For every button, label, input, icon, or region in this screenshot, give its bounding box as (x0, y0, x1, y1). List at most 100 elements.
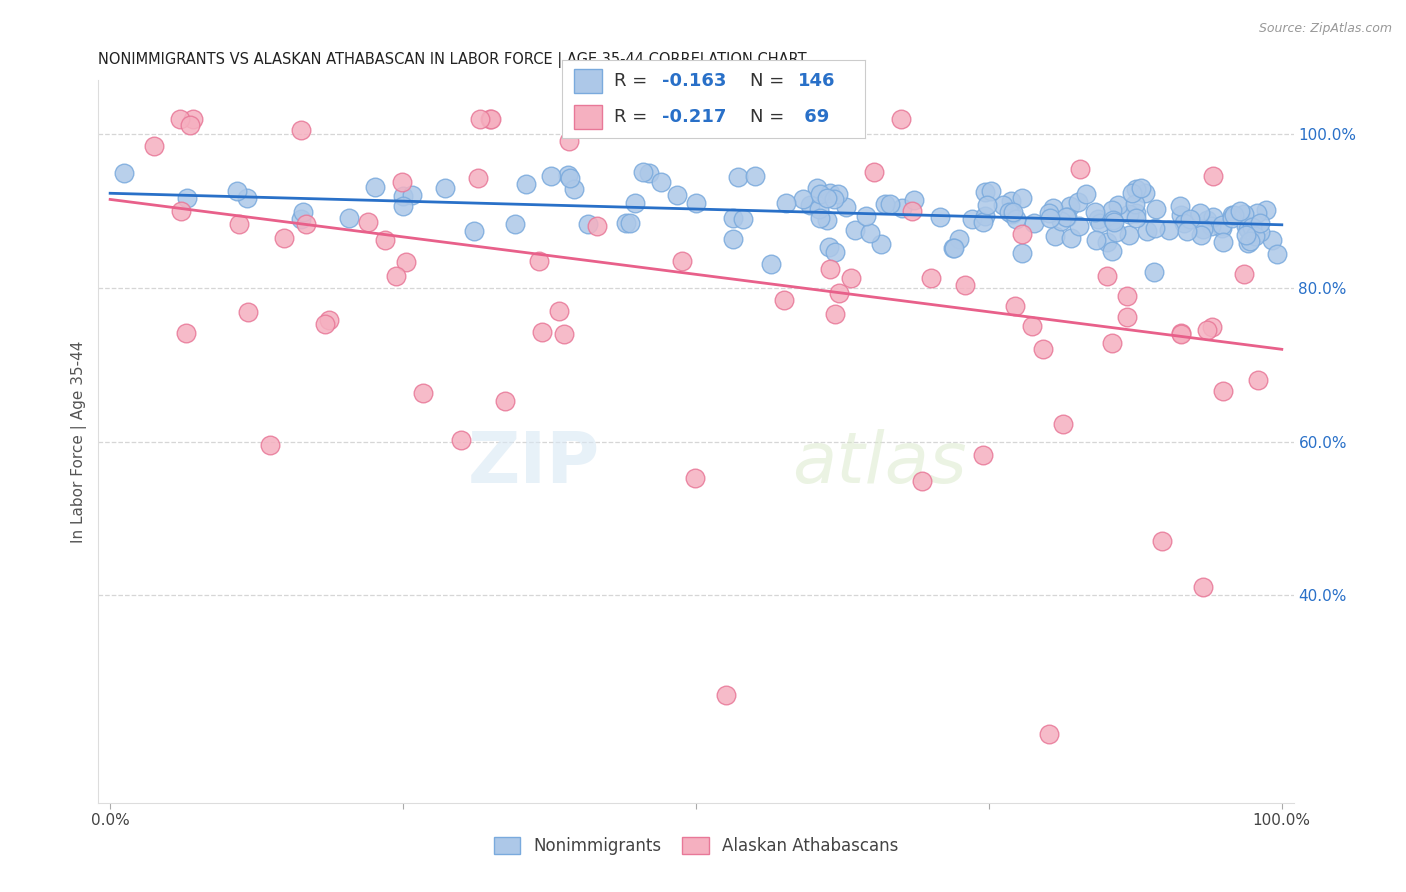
Point (1049, 213, 1071, 227)
Point (1232, 207, 1254, 221)
Point (1212, 384, 1234, 398)
Point (928, 211, 950, 225)
Point (1135, 186, 1157, 200)
Point (1249, 225, 1271, 239)
Point (666, 187, 689, 202)
Point (1056, 211, 1078, 225)
Point (1056, 211, 1078, 225)
Point (337, 211, 360, 226)
Text: -0.217: -0.217 (662, 108, 727, 126)
Point (553, 327, 575, 342)
Text: NONIMMIGRANTS VS ALASKAN ATHABASCAN IN LABOR FORCE | AGE 35-44 CORRELATION CHART: NONIMMIGRANTS VS ALASKAN ATHABASCAN IN L… (98, 52, 807, 68)
Point (527, 253, 550, 268)
Point (1118, 227, 1140, 242)
Point (540, 169, 562, 183)
Point (494, 394, 516, 409)
Point (859, 227, 882, 241)
Point (1069, 161, 1091, 176)
Point (1105, 226, 1128, 240)
Point (1170, 326, 1192, 340)
Point (515, 177, 537, 191)
Point (844, 223, 866, 237)
Point (1170, 327, 1192, 342)
Point (862, 165, 884, 179)
Point (1188, 205, 1211, 219)
Point (294, 217, 316, 231)
Text: 146: 146 (799, 72, 835, 90)
Point (1223, 208, 1246, 222)
Point (1115, 310, 1137, 324)
Point (1038, 206, 1060, 220)
Text: N =: N = (749, 72, 785, 90)
Point (547, 303, 569, 318)
Point (1260, 233, 1282, 247)
Point (855, 210, 877, 224)
Point (720, 117, 742, 131)
Point (1052, 417, 1074, 432)
Point (911, 474, 934, 488)
Point (1189, 228, 1212, 243)
Y-axis label: In Labor Force | Age 35-44: In Labor Force | Age 35-44 (72, 341, 87, 542)
Point (479, 112, 502, 126)
Point (824, 307, 846, 321)
Point (385, 268, 408, 283)
Point (1085, 233, 1108, 247)
Point (1178, 211, 1201, 226)
Point (815, 191, 838, 205)
Point (973, 210, 995, 224)
Point (1135, 224, 1157, 238)
Point (1254, 203, 1277, 218)
Point (1177, 224, 1199, 238)
Point (170, 204, 193, 219)
Point (683, 471, 706, 485)
Point (1201, 320, 1223, 334)
Point (727, 169, 749, 184)
Point (807, 202, 830, 216)
Point (685, 196, 707, 211)
Point (1118, 207, 1140, 221)
Point (1042, 201, 1064, 215)
Point (1173, 216, 1195, 230)
Point (1249, 216, 1271, 230)
Point (619, 216, 641, 230)
Point (808, 187, 831, 202)
Point (1088, 216, 1111, 230)
Point (1240, 219, 1263, 234)
Legend: Nonimmigrants, Alaskan Athabascans: Nonimmigrants, Alaskan Athabascans (485, 829, 907, 863)
Point (434, 181, 457, 195)
Point (374, 233, 396, 247)
Point (835, 200, 858, 214)
Point (1191, 221, 1213, 235)
Point (890, 112, 912, 126)
Point (731, 211, 754, 226)
Point (973, 185, 995, 199)
Point (1201, 219, 1223, 233)
Point (1222, 208, 1244, 222)
Point (624, 196, 647, 211)
Point (879, 196, 901, 211)
Point (503, 217, 526, 231)
Point (1101, 244, 1123, 258)
Point (1107, 198, 1129, 212)
Point (450, 433, 472, 447)
Point (744, 169, 766, 183)
Point (112, 166, 135, 180)
Point (817, 240, 839, 254)
Point (827, 187, 849, 202)
Point (1004, 211, 1026, 226)
Point (1095, 268, 1118, 283)
Point (1032, 343, 1054, 357)
Point (960, 212, 983, 227)
Point (1084, 205, 1107, 219)
Point (560, 170, 582, 185)
Point (1123, 197, 1146, 211)
Point (169, 112, 191, 126)
Point (1211, 218, 1233, 232)
Point (1237, 235, 1260, 250)
Point (1234, 219, 1257, 233)
Point (463, 224, 485, 238)
Text: 69: 69 (799, 108, 830, 126)
Point (870, 237, 893, 252)
Text: R =: R = (614, 72, 647, 90)
Point (236, 191, 259, 205)
